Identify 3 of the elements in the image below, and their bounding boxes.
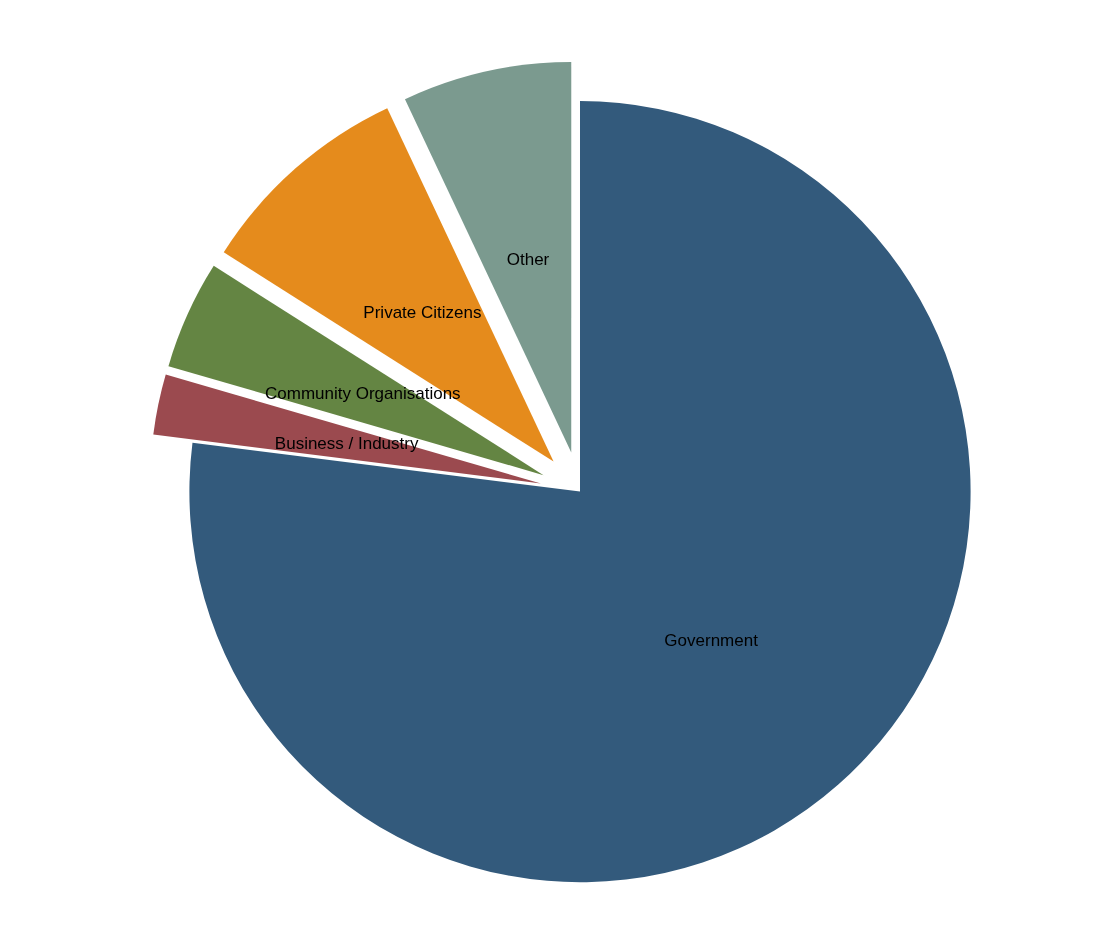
slice-label: Private Citizens bbox=[363, 303, 482, 323]
slice-label: Government bbox=[664, 630, 759, 650]
slice-label: Other bbox=[506, 249, 550, 269]
